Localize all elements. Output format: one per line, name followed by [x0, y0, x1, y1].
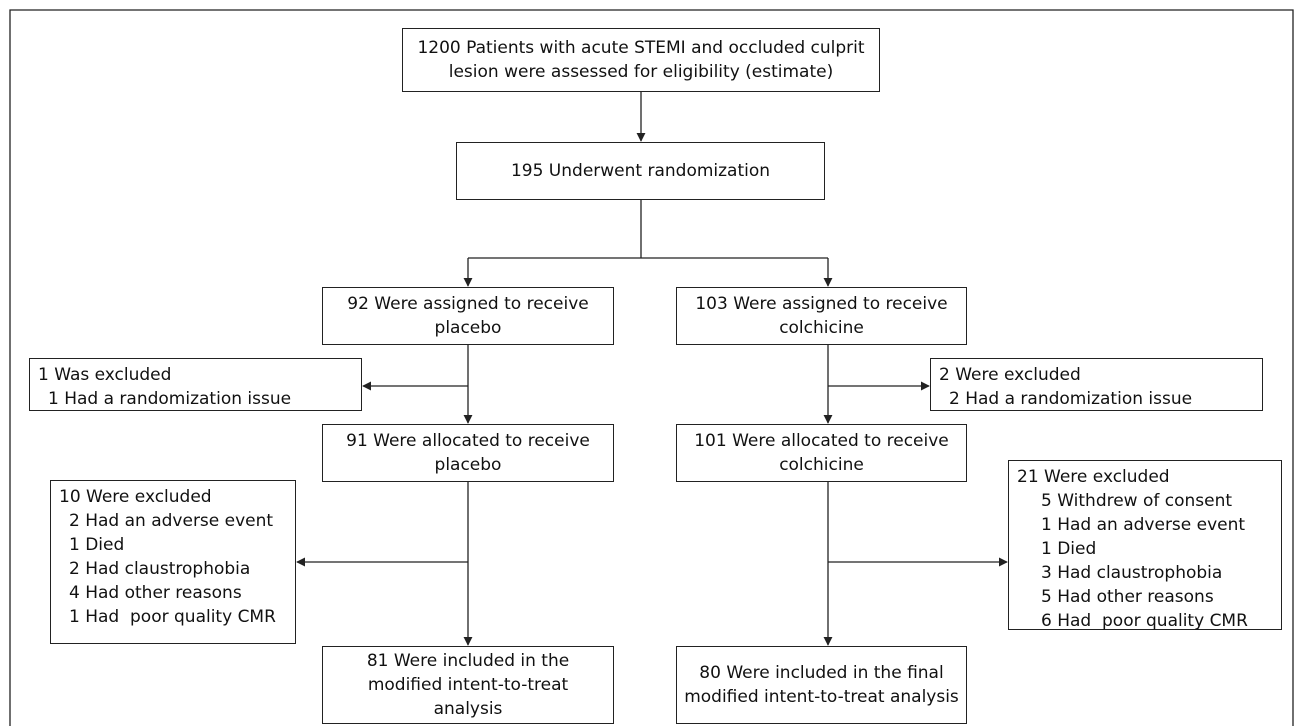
- exclusion-title: 10 Were excluded: [59, 487, 212, 507]
- box-text: placebo: [434, 455, 502, 475]
- box-text: 1200 Patients with acute STEMI and occlu…: [417, 38, 865, 58]
- exclusion-reason: 3 Had claustrophobia: [1041, 563, 1223, 583]
- exclusion-reason: 2 Had an adverse event: [69, 511, 274, 531]
- exclusion-reason: 4 Had other reasons: [69, 583, 242, 603]
- box-text: placebo: [434, 318, 502, 338]
- flow-box: 92 Were assigned to receive placebo: [322, 287, 614, 345]
- exclusion-reason: 2 Had claustrophobia: [69, 559, 251, 579]
- exclusion-title: 21 Were excluded: [1017, 467, 1170, 487]
- exclusion-reason: 5 Had other reasons: [1041, 587, 1214, 607]
- box-text: colchicine: [779, 455, 864, 475]
- box-text: 195 Underwent randomization: [510, 161, 771, 181]
- box-text: 101 Were allocated to receive: [694, 431, 949, 451]
- box-text: analysis: [433, 699, 503, 719]
- exclusion-reason: 5 Withdrew of consent: [1041, 491, 1233, 511]
- box-text: 92 Were assigned to receive: [347, 294, 589, 314]
- box-text: colchicine: [779, 318, 864, 338]
- box-text: 80 Were included in the final: [699, 663, 944, 683]
- box-text: lesion were assessed for eligibility (es…: [448, 62, 834, 82]
- exclusion-box: 2 Were excluded 2 Had a randomization iss…: [930, 358, 1263, 411]
- flow-box: 195 Underwent randomization: [456, 142, 825, 200]
- box-text: modified intent-to-treat: [367, 675, 569, 695]
- box-text: 81 Were included in the: [366, 651, 570, 671]
- flow-box: 91 Were allocated to receive placebo: [322, 424, 614, 482]
- box-text: 91 Were allocated to receive: [346, 431, 590, 451]
- exclusion-title: 2 Were excluded: [939, 365, 1081, 385]
- flow-box: 1200 Patients with acute STEMI and occlu…: [402, 28, 880, 92]
- flow-box: 80 Were included in the final modified in…: [676, 646, 967, 724]
- exclusion-reason: 2 Had a randomization issue: [949, 389, 1193, 409]
- exclusion-box: 1 Was excluded 1 Had a randomization issu…: [29, 358, 362, 411]
- flow-box: 103 Were assigned to receive colchicine: [676, 287, 967, 345]
- split-line: [468, 200, 828, 259]
- exclusion-reason: 1 Died: [1041, 539, 1097, 559]
- box-text: modified intent-to-treat analysis: [684, 687, 959, 707]
- frame: [9, 9, 1294, 726]
- exclusion-reason: 1 Had a randomization issue: [48, 389, 292, 409]
- exclusion-box: 10 Were excluded 2 Had an adverse event 1 …: [50, 480, 296, 644]
- box-text: 103 Were assigned to receive: [695, 294, 948, 314]
- exclusion-box: 21 Were excluded 5 Withdrew of consent 1 H…: [1008, 460, 1282, 631]
- flow-box: 101 Were allocated to receive colchicine: [676, 424, 967, 482]
- exclusion-reason: 1 Had an adverse event: [1041, 515, 1246, 535]
- exclusion-title: 1 Was excluded: [38, 365, 172, 385]
- exclusion-reason: 1 Died: [69, 535, 125, 555]
- exclusion-reason: 6 Had poor quality CMR: [1041, 611, 1248, 631]
- exclusion-reason: 1 Had poor quality CMR: [69, 607, 276, 627]
- flow-box: 81 Were included in the modified intent-t…: [322, 646, 614, 724]
